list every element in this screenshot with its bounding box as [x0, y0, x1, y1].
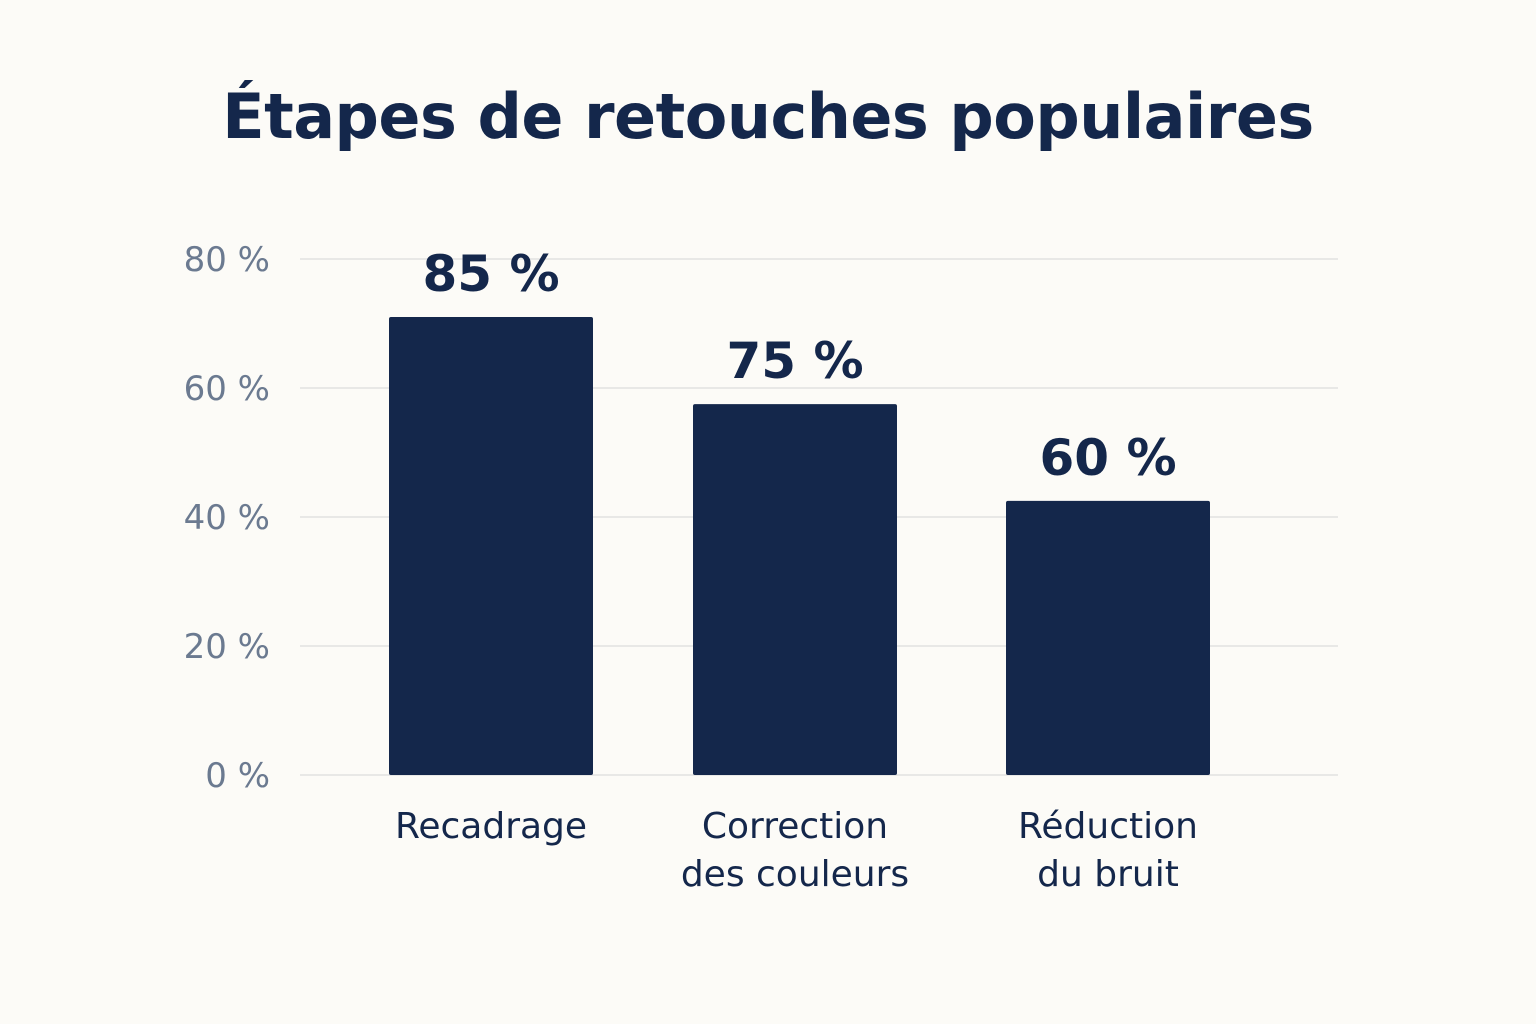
- x-category-label: Réduction du bruit: [1018, 806, 1198, 895]
- data-labels: 85 % 75 % 60 %: [422, 245, 1176, 487]
- x-category-label: Correction des couleurs: [681, 806, 909, 895]
- y-tick-label: 60 %: [184, 369, 270, 409]
- y-tick-label: 80 %: [184, 240, 270, 280]
- data-label: 75 %: [726, 332, 863, 390]
- x-category-label: Recadrage: [395, 806, 587, 847]
- data-label: 60 %: [1039, 429, 1176, 487]
- chart-title: Étapes de retouches populaires: [222, 80, 1314, 153]
- bar: [1006, 500, 1210, 775]
- y-axis-ticks: 0 % 20 % 40 % 60 % 80 %: [184, 240, 270, 796]
- y-tick-label: 40 %: [184, 498, 270, 538]
- data-label: 85 %: [422, 245, 559, 303]
- bar: [389, 317, 593, 775]
- y-tick-label: 20 %: [184, 627, 270, 667]
- y-tick-label: 0 %: [205, 756, 270, 796]
- category-labels: Recadrage Correction des couleurs Réduction…: [395, 806, 1198, 895]
- bars: [389, 317, 1210, 775]
- bar: [693, 404, 897, 775]
